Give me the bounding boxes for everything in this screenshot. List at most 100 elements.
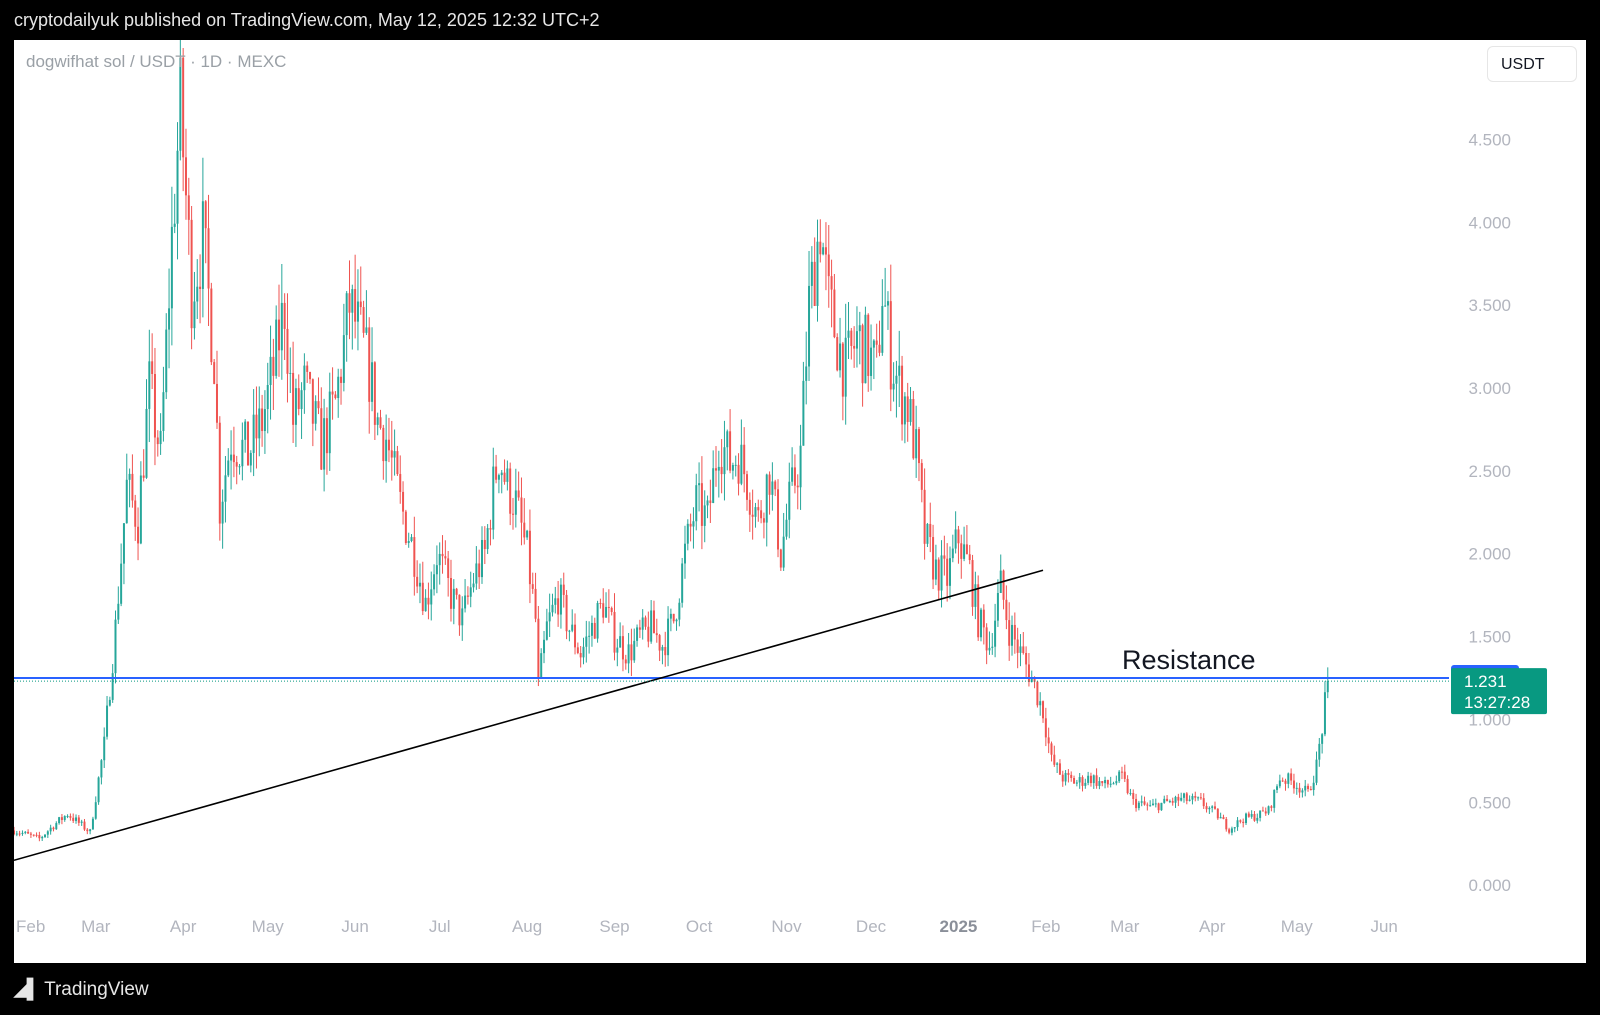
drawings: Resistance [14, 569, 1449, 862]
candle [692, 521, 695, 527]
candle [726, 431, 729, 448]
candle [717, 466, 720, 471]
candle [340, 376, 343, 383]
candle [497, 475, 500, 480]
candle [1284, 780, 1287, 784]
candle [1225, 818, 1228, 830]
candle [1053, 754, 1056, 765]
candle [886, 301, 889, 306]
candle [345, 293, 348, 336]
candle [1149, 805, 1152, 807]
candle [590, 622, 593, 636]
candle [1261, 810, 1264, 812]
candle [1095, 775, 1098, 786]
chart-panel[interactable]: Resistance 0.000 0.500 1.000 1.500 2.000 2.50… [14, 40, 1586, 963]
candle [215, 383, 218, 423]
candle [393, 451, 396, 458]
candle [1318, 743, 1321, 760]
price-tick-label: 2.000 [1468, 545, 1511, 564]
price-tick-label: 4.000 [1468, 213, 1511, 232]
candle [269, 356, 272, 385]
candle [1146, 804, 1149, 806]
candle [1160, 802, 1163, 811]
candle [156, 437, 159, 445]
candle [898, 365, 901, 376]
candle [991, 646, 994, 648]
time-tick-label: May [1281, 917, 1314, 936]
candle [1245, 813, 1248, 824]
candle [624, 659, 627, 664]
candle [1075, 782, 1078, 784]
candle [830, 276, 833, 290]
candle [1050, 743, 1053, 755]
candle [844, 337, 847, 397]
candle [777, 489, 780, 550]
price-tick-label: 3.500 [1468, 296, 1511, 315]
candle [27, 831, 30, 834]
candle [351, 289, 354, 313]
time-tick-label: Mar [1110, 917, 1140, 936]
time-tick-label: Mar [81, 917, 111, 936]
candle [1106, 780, 1109, 785]
candle [385, 439, 388, 462]
candle [720, 466, 723, 475]
candle [985, 627, 988, 651]
candle [681, 563, 684, 603]
candle [540, 653, 543, 678]
candle [447, 558, 450, 578]
candle [1290, 773, 1293, 781]
candle [1058, 763, 1061, 775]
candle [1126, 778, 1129, 794]
candle [139, 475, 142, 544]
candle [779, 549, 782, 568]
candle [698, 483, 701, 486]
candle [568, 630, 571, 632]
candle [337, 376, 340, 399]
candle [176, 150, 179, 224]
candle [1025, 653, 1028, 665]
candle [565, 594, 568, 632]
candle [543, 639, 546, 654]
candle [1281, 780, 1284, 782]
candle [946, 558, 949, 586]
price-chart[interactable]: Resistance 0.000 0.500 1.000 1.500 2.000 2.50… [14, 40, 1586, 963]
candle [1247, 813, 1250, 817]
candle [1188, 799, 1191, 801]
candle [870, 347, 873, 376]
candle [1166, 798, 1169, 802]
candle [808, 285, 811, 367]
candle [627, 644, 630, 664]
candle [44, 834, 47, 837]
candle [610, 607, 613, 612]
candle [751, 514, 754, 517]
candle [531, 584, 534, 589]
candle [58, 817, 61, 824]
candle [1087, 775, 1090, 783]
candle [994, 620, 997, 647]
currency-button[interactable]: USDT [1487, 46, 1577, 82]
candle [153, 374, 156, 438]
candle [762, 518, 765, 523]
candle [430, 589, 433, 605]
candle [754, 507, 757, 517]
tradingview-logo[interactable]: ◢▌ TradingView [14, 978, 149, 1001]
candle [878, 344, 881, 353]
candle [734, 464, 737, 466]
candle [41, 836, 44, 839]
candle [1011, 624, 1014, 646]
candle [1005, 599, 1008, 621]
candle [937, 559, 940, 591]
candle [1273, 789, 1276, 808]
candle [1312, 782, 1315, 791]
time-tick-label: Oct [686, 917, 713, 936]
candle [486, 528, 489, 550]
candle [131, 473, 134, 501]
candle [596, 603, 599, 639]
candle [867, 314, 870, 376]
candle [940, 555, 943, 591]
candle [1233, 827, 1236, 829]
candle [729, 431, 732, 471]
candle [1027, 664, 1030, 683]
candle [275, 319, 278, 376]
